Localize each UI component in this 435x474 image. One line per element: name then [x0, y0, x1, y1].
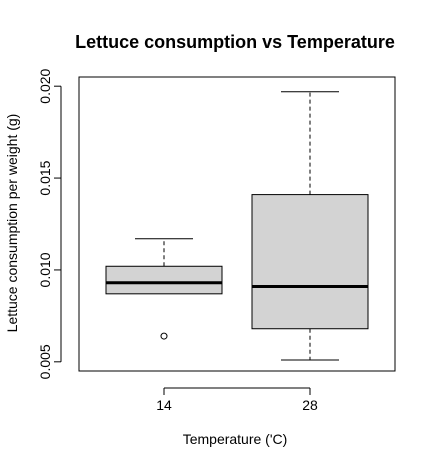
x-axis-title: Temperature ('C): [183, 431, 288, 447]
chart-title: Lettuce consumption vs Temperature: [75, 32, 395, 52]
x-tick-label: 14: [156, 397, 172, 413]
x-tick-label: 28: [302, 397, 318, 413]
y-tick-label: 0.015: [37, 160, 53, 195]
y-tick-label: 0.005: [37, 344, 53, 379]
boxes-group: [105, 91, 369, 361]
y-tick-label: 0.010: [37, 252, 53, 287]
x-axis: 14 28: [156, 387, 318, 413]
y-tick-label: 0.020: [37, 68, 53, 103]
y-axis-title: Lettuce consumption per weight (g): [4, 114, 20, 333]
outlier-point: [160, 332, 168, 340]
box-iqr: [251, 194, 369, 330]
box-iqr: [105, 265, 223, 295]
plot-frame: [78, 76, 396, 372]
y-axis: 0.005 0.010 0.015 0.020: [37, 68, 62, 379]
